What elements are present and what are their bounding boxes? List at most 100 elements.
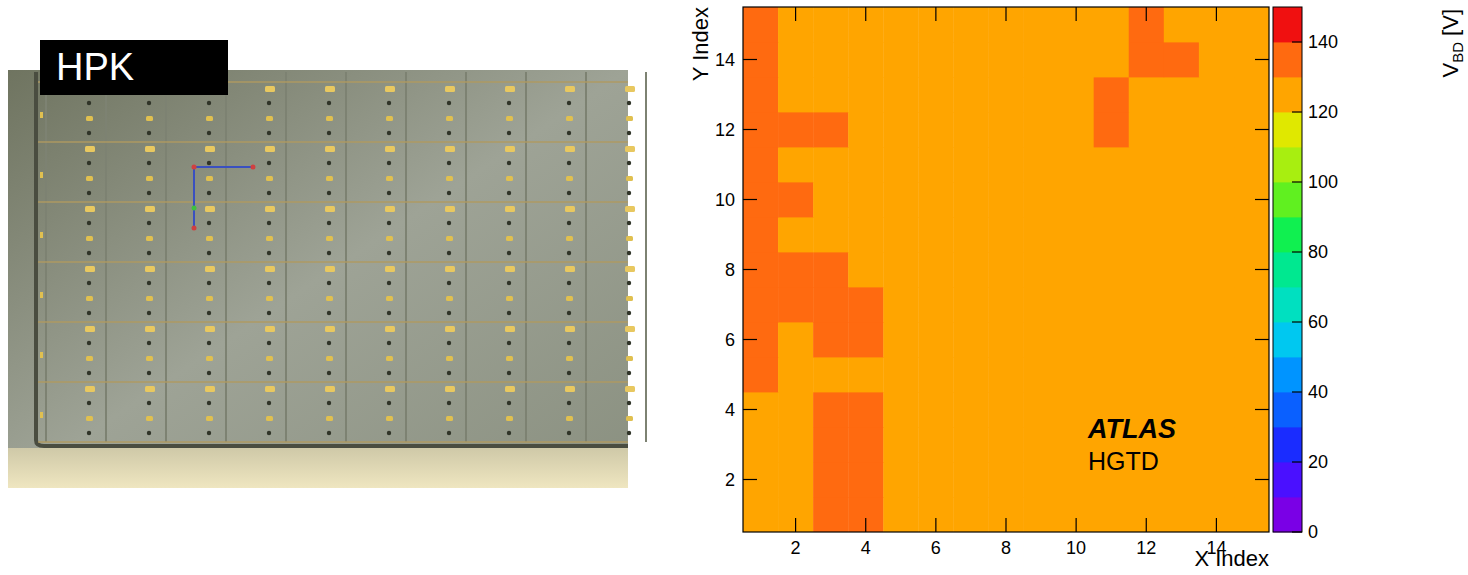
cell (743, 322, 778, 357)
cell (988, 287, 1023, 322)
cell (848, 147, 883, 182)
colorbar-tick (1292, 391, 1302, 392)
cell (1094, 322, 1129, 357)
cell (778, 322, 813, 357)
cell (988, 112, 1023, 147)
bond-pad (206, 356, 213, 361)
via (327, 371, 331, 375)
colorbar-band (1273, 77, 1302, 112)
cell (953, 182, 988, 217)
cell (988, 252, 1023, 287)
bond-pad (326, 116, 333, 121)
bond-pad (385, 266, 395, 272)
colorbar-tick-label: 40 (1308, 382, 1328, 402)
bond-pad (385, 386, 395, 392)
cell (1129, 217, 1164, 252)
cell (953, 357, 988, 392)
bond-pad (506, 296, 513, 301)
x-tick (1005, 7, 1006, 21)
y-tick (743, 339, 757, 340)
bond-pad (85, 386, 95, 392)
bond-pad (565, 86, 575, 92)
cell (883, 392, 918, 427)
bond-pad (86, 116, 93, 121)
cell (1164, 497, 1199, 532)
cell (778, 287, 813, 322)
bond-pad (85, 146, 95, 152)
bond-pad (505, 326, 515, 332)
y-tick (743, 409, 757, 410)
bond-pad (266, 176, 273, 181)
bond-pad (505, 206, 515, 212)
colorbar-band (1273, 7, 1302, 42)
bond-pad (625, 266, 635, 272)
via (567, 191, 571, 195)
x-tick-label: 12 (1136, 538, 1156, 558)
y-tick (1255, 199, 1269, 200)
y-tick-label: 6 (725, 330, 735, 350)
colorbar-title-unit: [V] (1438, 9, 1463, 42)
bond-pad (86, 236, 93, 241)
bond-pad (206, 296, 213, 301)
pad-gap (285, 72, 287, 442)
colorbar-tick (1292, 531, 1302, 532)
cell (1129, 42, 1164, 77)
bond-pad (145, 146, 155, 152)
cell (743, 147, 778, 182)
y-tick (1255, 339, 1269, 340)
cell (918, 77, 953, 112)
edge-pad (40, 292, 43, 298)
bond-pad (386, 416, 393, 421)
pad-gap (38, 441, 628, 443)
cell (743, 497, 778, 532)
cell (743, 392, 778, 427)
via (447, 191, 451, 195)
colorbar-band (1273, 252, 1302, 287)
cell (848, 497, 883, 532)
cell (883, 462, 918, 497)
via (567, 161, 571, 165)
plot-frame (743, 7, 1269, 532)
via (327, 311, 331, 315)
bond-pad (205, 386, 215, 392)
cell (813, 217, 848, 252)
cell (1129, 147, 1164, 182)
via (267, 131, 271, 135)
colorbar-title-sub: BD (1449, 42, 1466, 63)
cell (743, 252, 778, 287)
cell (953, 217, 988, 252)
y-tick (1255, 269, 1269, 270)
cell (1234, 182, 1269, 217)
cell (1059, 42, 1094, 77)
pad-gap (38, 141, 628, 143)
bond-pad (625, 326, 635, 332)
cell (1199, 112, 1234, 147)
colorbar-band (1273, 497, 1302, 532)
y-tick-label: 10 (715, 190, 735, 210)
via (87, 401, 91, 405)
via (87, 101, 91, 105)
via (207, 251, 211, 255)
cell (1094, 42, 1129, 77)
via (267, 431, 271, 435)
bond-pad (626, 236, 633, 241)
via (87, 191, 91, 195)
x-tick (935, 7, 936, 21)
bond-pad (566, 176, 573, 181)
cell (1234, 322, 1269, 357)
cell (1129, 322, 1164, 357)
marker-point (192, 165, 197, 170)
page: HPK24681012142468101214X IndexY IndexATL… (0, 0, 1468, 575)
cell (1094, 252, 1129, 287)
bond-pad (386, 296, 393, 301)
bond-pad (85, 206, 95, 212)
cell (883, 77, 918, 112)
colorbar-tick-label: 60 (1308, 312, 1328, 332)
cell (778, 497, 813, 532)
edge-pad (40, 112, 43, 118)
bond-pad (325, 386, 335, 392)
via (147, 161, 151, 165)
via (327, 251, 331, 255)
marker-point (192, 206, 197, 211)
cell (1024, 287, 1059, 322)
